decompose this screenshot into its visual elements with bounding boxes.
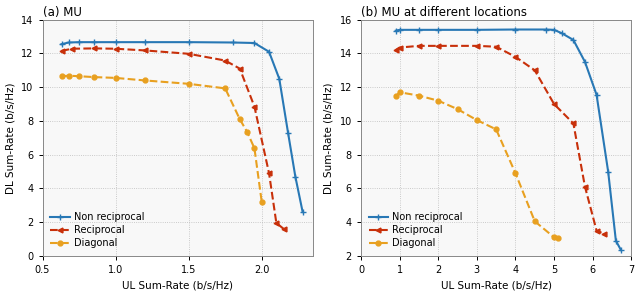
Diagonal [473, 118, 481, 122]
Diagonal [65, 74, 73, 78]
Diagonal [112, 76, 120, 80]
Reciprocal [511, 55, 519, 59]
Non reciprocal [265, 50, 273, 54]
Diagonal [396, 91, 403, 94]
Non reciprocal [90, 40, 97, 44]
Non reciprocal [396, 28, 403, 32]
Diagonal [236, 118, 244, 121]
Reciprocal [581, 185, 589, 189]
Reciprocal [236, 67, 244, 70]
Reciprocal [265, 171, 273, 175]
Diagonal [554, 237, 562, 240]
Non reciprocal [299, 210, 307, 214]
Reciprocal [251, 105, 259, 108]
Text: (b) MU at different locations: (b) MU at different locations [361, 6, 527, 19]
Non reciprocal [76, 40, 83, 44]
Non reciprocal [604, 170, 612, 173]
Legend: Non reciprocal, Reciprocal, Diagonal: Non reciprocal, Reciprocal, Diagonal [366, 209, 465, 251]
Line: Non reciprocal: Non reciprocal [392, 26, 625, 253]
Non reciprocal [612, 239, 620, 242]
Reciprocal [392, 48, 399, 52]
Reciprocal [396, 46, 403, 49]
Diagonal [415, 94, 423, 97]
Diagonal [76, 75, 83, 78]
Non reciprocal [511, 28, 519, 31]
Non reciprocal [392, 29, 399, 33]
Legend: Non reciprocal, Reciprocal, Diagonal: Non reciprocal, Reciprocal, Diagonal [47, 209, 147, 251]
Reciprocal [415, 44, 423, 48]
Non reciprocal [58, 42, 65, 46]
Non reciprocal [415, 28, 423, 32]
Y-axis label: DL Sum-Rate (b/s/Hz): DL Sum-Rate (b/s/Hz) [6, 82, 15, 194]
Y-axis label: DL Sum-Rate (b/s/Hz): DL Sum-Rate (b/s/Hz) [324, 82, 334, 194]
Reciprocal [112, 47, 120, 51]
Non reciprocal [291, 175, 299, 178]
Non reciprocal [112, 40, 120, 44]
Reciprocal [570, 122, 577, 125]
Diagonal [185, 82, 193, 86]
Non reciprocal [251, 41, 259, 45]
Reciprocal [141, 49, 148, 52]
Reciprocal [593, 229, 600, 232]
Non reciprocal [275, 77, 283, 81]
Non reciprocal [558, 31, 566, 35]
Diagonal [251, 147, 259, 150]
Non reciprocal [228, 41, 236, 44]
Reciprocal [221, 59, 229, 62]
Text: (a) MU: (a) MU [42, 6, 81, 19]
Diagonal [258, 200, 266, 204]
X-axis label: UL Sum-Rate (b/s/Hz): UL Sum-Rate (b/s/Hz) [440, 280, 552, 290]
Diagonal [58, 75, 65, 78]
Reciprocal [280, 227, 287, 231]
Line: Diagonal: Diagonal [394, 90, 561, 241]
Reciprocal [90, 47, 97, 50]
Diagonal [141, 79, 148, 82]
Non reciprocal [617, 248, 625, 252]
Diagonal [511, 171, 519, 175]
Non reciprocal [141, 40, 148, 44]
Diagonal [90, 75, 97, 79]
Reciprocal [531, 69, 539, 72]
Diagonal [454, 107, 461, 111]
Diagonal [531, 220, 539, 223]
Diagonal [243, 130, 251, 134]
Diagonal [392, 95, 399, 98]
Reciprocal [435, 44, 442, 48]
Line: Non reciprocal: Non reciprocal [58, 39, 306, 215]
Reciprocal [492, 45, 500, 49]
Non reciprocal [284, 131, 292, 134]
Non reciprocal [543, 28, 550, 31]
Line: Diagonal: Diagonal [59, 73, 264, 204]
Diagonal [435, 99, 442, 102]
Reciprocal [68, 47, 76, 51]
Non reciprocal [185, 40, 193, 44]
Non reciprocal [473, 28, 481, 32]
Reciprocal [550, 102, 558, 106]
Non reciprocal [435, 28, 442, 32]
Diagonal [550, 236, 558, 239]
Reciprocal [185, 52, 193, 56]
Reciprocal [58, 49, 65, 53]
Diagonal [492, 128, 500, 131]
Reciprocal [273, 221, 280, 225]
Non reciprocal [581, 60, 589, 64]
Non reciprocal [570, 38, 577, 42]
Non reciprocal [550, 28, 558, 32]
Diagonal [221, 87, 229, 90]
Line: Reciprocal: Reciprocal [59, 46, 286, 231]
Reciprocal [473, 44, 481, 48]
Non reciprocal [65, 41, 73, 44]
Line: Reciprocal: Reciprocal [394, 44, 607, 237]
Reciprocal [600, 232, 608, 236]
X-axis label: UL Sum-Rate (b/s/Hz): UL Sum-Rate (b/s/Hz) [122, 280, 233, 290]
Non reciprocal [593, 93, 600, 96]
